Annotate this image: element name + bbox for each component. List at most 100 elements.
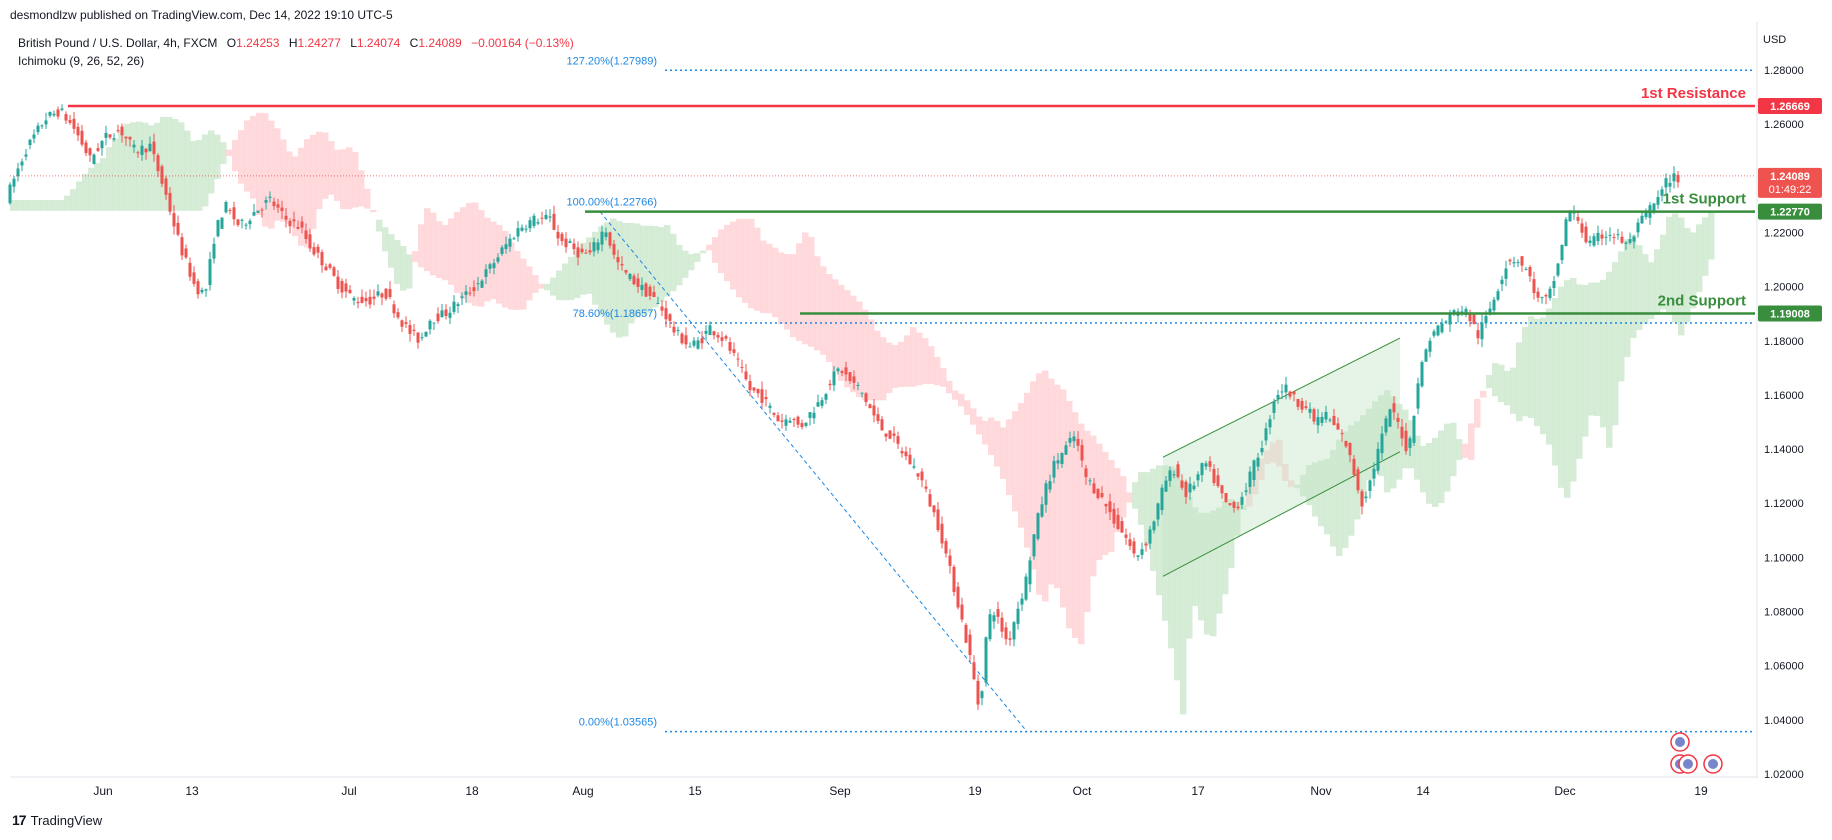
candle-body [256,210,260,213]
ichimoku-cloud-segment [250,116,257,199]
candle-body [856,384,860,386]
candle-body [1512,262,1516,264]
candle-body [208,259,212,286]
ichimoku-cloud-segment [1138,472,1145,525]
candle-body [520,227,524,231]
candle-body [500,247,504,254]
candle-body [888,430,892,439]
time-tick-label: 19 [1694,784,1708,798]
ichimoku-cloud-segment [1660,234,1667,310]
candle-body [1256,457,1260,467]
candle-body [1112,508,1116,524]
candle-body [532,215,536,226]
candle-body [1104,503,1108,507]
candle-body [472,287,476,292]
candle-body [1508,259,1512,262]
price-tick-label: 1.28000 [1764,65,1804,77]
symbol-name[interactable]: British Pound / U.S. Dollar, 4h, FXCM [18,36,218,50]
ichimoku-cloud-segment [682,250,689,278]
ichimoku-cloud-segment [430,212,437,276]
candle-body [100,141,104,149]
level-tag [1758,98,1822,115]
candle-body [636,278,640,287]
candle-body [744,371,748,380]
candle-body [236,219,240,226]
candle-body [1236,506,1240,509]
ichimoku-cloud-segment [670,233,677,292]
candle-body [328,264,332,268]
fib-level-label: 100.00%(1.22766) [566,197,657,209]
candle-body [1624,242,1628,244]
indicator-label[interactable]: Ichimoku (9, 26, 52, 26) [18,54,145,68]
candle-body [164,178,168,195]
ichimoku-cloud-segment [220,142,227,164]
candle-body [1400,426,1404,439]
candle-body [1404,430,1408,452]
candle-body [844,367,848,375]
candle-body [1392,403,1396,413]
ichimoku-cloud-segment [1642,254,1649,324]
candle-body [904,451,908,457]
candle-body [760,389,764,403]
ichimoku-cloud-segment [1192,507,1199,607]
candle-body [1296,399,1300,407]
ichimoku-cloud-segment [946,380,953,394]
time-tick-label: Jul [341,784,356,798]
candle-body [848,372,852,381]
candle-body [1076,438,1080,446]
ichimoku-cloud-segment [796,243,803,341]
tradingview-logo[interactable]: 17 TradingView [12,812,102,828]
candle-body [160,166,164,184]
candle-body [1348,443,1352,456]
ichimoku-cloud-segment [694,253,701,262]
ichimoku-cloud-segment [1066,400,1073,629]
candle-body [972,662,976,680]
ichimoku-cloud-segment [1456,439,1463,460]
ichimoku-cloud-segment [628,222,635,324]
candle-body [112,138,116,140]
tradingview-brand: TradingView [30,812,103,828]
ichimoku-cloud-segment [262,113,269,227]
currency-label: USD [1763,34,1787,46]
candle-body [1140,549,1144,555]
ichimoku-cloud-segment [592,231,599,305]
price-tick-label: 1.10000 [1764,552,1804,564]
ichimoku-cloud-segment [136,121,143,211]
ichimoku-cloud-segment [304,139,311,248]
candle-body [1116,514,1120,529]
ichimoku-cloud-segment [586,237,593,294]
fib-level-label: 78.60%(1.18657) [573,308,657,320]
candle-body [1144,543,1148,546]
ichimoku-cloud-segment [196,139,203,211]
ichimoku-cloud-segment [1084,430,1091,613]
candle-body [448,312,452,318]
candle-body [568,241,572,243]
ichimoku-cloud-segment [886,342,893,394]
price-tick-label: 1.26000 [1764,119,1804,131]
last-price-tag [1758,167,1822,198]
candle-body [1036,513,1040,539]
low-value: 1.24074 [356,36,401,50]
candle-body [804,422,808,426]
ichimoku-cloud-segment [988,417,995,456]
candle-body [1232,501,1236,508]
candle-body [1376,448,1380,471]
candle-body [960,604,964,620]
candle-body [596,242,600,251]
ichimoku-cloud-segment [1102,451,1109,556]
candle-body [1568,212,1572,222]
high-value: 1.24277 [297,36,341,50]
candle-body [1304,406,1308,408]
ichimoku-cloud-segment [1036,373,1043,595]
candle-body [212,243,216,259]
ichimoku-cloud-segment [1294,484,1301,489]
ichimoku-cloud-segment [1570,277,1577,482]
ichimoku-cloud-segment [460,207,467,299]
candle-body [36,125,40,133]
candle-body [1012,622,1016,640]
candle-body [488,264,492,269]
candle-body [136,152,140,154]
candle-body [1616,234,1620,236]
candle-body [204,289,208,291]
